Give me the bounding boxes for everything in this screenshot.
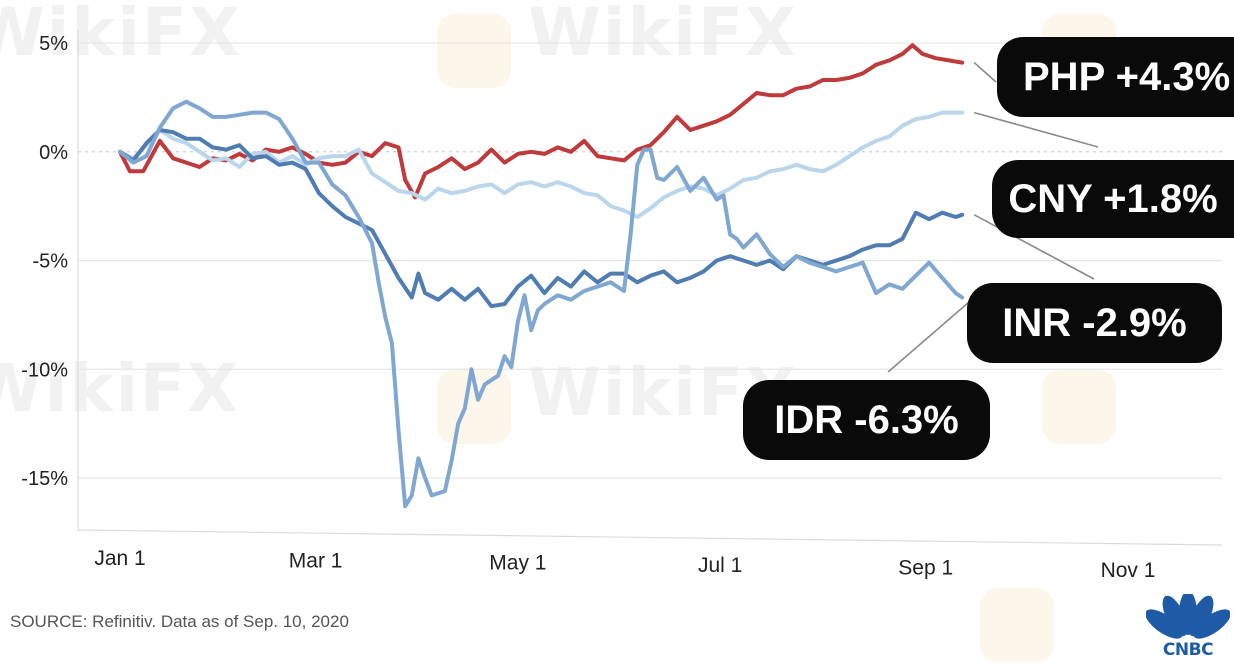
watermark-text: WikiFX: [0, 0, 242, 71]
connector-inr: [973, 214, 1095, 280]
callout-php: PHP +4.3%: [997, 37, 1234, 117]
callout-connectors: [887, 61, 1099, 373]
x-tick-label: Jan 1: [94, 547, 145, 570]
watermark-text: WikiFX: [0, 350, 240, 427]
series-lines: [118, 43, 965, 509]
x-axis-ticks: Jan 1 Mar 1 May 1 Jul 1 Sep 1 Nov 1: [94, 547, 1155, 582]
x-tick-label: May 1: [489, 552, 546, 575]
watermark-text: WikiFX: [528, 0, 798, 71]
series-line-idr: [118, 99, 965, 509]
y-tick-label: -10%: [21, 359, 68, 381]
connector-idr: [887, 296, 975, 373]
watermark-badge: [980, 588, 1054, 662]
series-line-php: [118, 43, 965, 200]
x-tick-label: Mar 1: [289, 549, 343, 572]
connector-php: [973, 61, 997, 83]
y-axis-ticks: 5% 0% -5% -10% -15%: [21, 33, 68, 490]
y-tick-label: 5%: [39, 33, 68, 55]
connector-cny: [973, 111, 1099, 148]
cnbc-peacock-logo: [1146, 594, 1230, 639]
cnbc-logo-text: CNBC: [1162, 640, 1214, 660]
watermark-badge: [1042, 370, 1116, 444]
y-tick-label: -5%: [32, 251, 68, 273]
watermark-badge: [437, 14, 511, 88]
callout-cny: CNY +1.8%: [992, 160, 1234, 238]
series-line-inr: [118, 128, 965, 309]
callout-idr: IDR -6.3%: [743, 380, 990, 460]
x-axis-line: [77, 529, 1223, 546]
source-note: SOURCE: Refinitiv. Data as of Sep. 10, 2…: [10, 612, 349, 631]
series-line-cny: [118, 110, 965, 219]
y-tick-label: 0%: [39, 142, 68, 164]
x-tick-label: Sep 1: [898, 557, 953, 580]
x-tick-label: Jul 1: [698, 554, 742, 577]
x-tick-label: Nov 1: [1101, 559, 1156, 582]
fx-line-chart: 5% 0% -5% -10% -15% Jan 1 Mar 1 May 1 Jul 1 Sep …: [21, 30, 1223, 582]
callout-inr: INR -2.9%: [967, 283, 1222, 363]
y-tick-label: -15%: [21, 468, 68, 490]
